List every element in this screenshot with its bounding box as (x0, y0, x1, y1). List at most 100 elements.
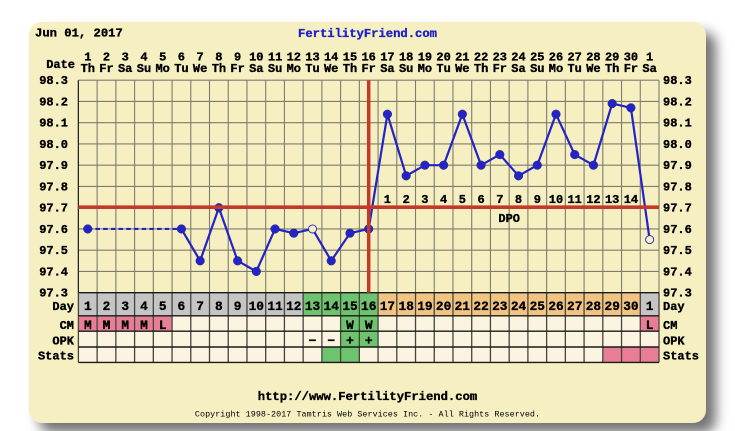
svg-text:97.6: 97.6 (39, 223, 68, 237)
svg-text:1: 1 (646, 299, 654, 314)
svg-text:14: 14 (324, 50, 338, 64)
svg-text:18: 18 (399, 50, 413, 64)
svg-text:97.8: 97.8 (663, 180, 692, 194)
svg-text:Sa: Sa (380, 62, 394, 76)
svg-text:We: We (324, 62, 338, 76)
svg-text:28: 28 (586, 50, 600, 64)
svg-text:Fr: Fr (230, 62, 244, 76)
svg-text:Sa: Sa (249, 62, 263, 76)
svg-text:1: 1 (84, 299, 92, 314)
svg-text:21: 21 (455, 299, 471, 314)
svg-text:M: M (121, 318, 129, 333)
svg-text:5: 5 (459, 193, 466, 207)
svg-text:13: 13 (305, 50, 319, 64)
svg-text:21: 21 (455, 50, 469, 64)
svg-text:W: W (365, 318, 373, 333)
svg-text:1: 1 (84, 50, 91, 64)
svg-text:We: We (193, 62, 207, 76)
svg-text:15: 15 (342, 299, 358, 314)
svg-text:M: M (103, 318, 111, 333)
svg-text:12: 12 (286, 299, 301, 314)
svg-text:97.5: 97.5 (663, 244, 692, 258)
svg-text:5: 5 (159, 299, 167, 314)
svg-text:8: 8 (215, 299, 223, 314)
svg-text:2: 2 (103, 50, 110, 64)
svg-text:97.4: 97.4 (663, 265, 692, 279)
svg-text:+: + (346, 333, 354, 348)
svg-text:98.2: 98.2 (39, 96, 68, 110)
svg-text:Sa: Sa (642, 62, 656, 76)
svg-text:11: 11 (567, 193, 581, 207)
svg-text:FertilityFriend.com: FertilityFriend.com (298, 27, 437, 41)
svg-text:97.7: 97.7 (663, 202, 692, 216)
svg-text:OPK: OPK (663, 334, 685, 348)
svg-text:Sa: Sa (511, 62, 525, 76)
svg-text:97.3: 97.3 (663, 287, 692, 301)
svg-text:L: L (159, 318, 167, 333)
svg-text:15: 15 (343, 50, 357, 64)
svg-text:9: 9 (534, 193, 541, 207)
svg-text:−: − (327, 333, 335, 348)
svg-text:OPK: OPK (52, 334, 74, 348)
svg-text:98.1: 98.1 (663, 117, 692, 131)
svg-text:14: 14 (324, 299, 340, 314)
svg-text:6: 6 (178, 299, 186, 314)
svg-text:97.5: 97.5 (39, 244, 68, 258)
svg-text:4: 4 (140, 299, 148, 314)
svg-text:−: − (309, 333, 317, 348)
svg-text:1: 1 (646, 50, 653, 64)
svg-text:6: 6 (178, 50, 185, 64)
svg-text:24: 24 (511, 299, 527, 314)
svg-text:29: 29 (605, 299, 620, 314)
svg-text:We: We (455, 62, 469, 76)
svg-text:1: 1 (384, 193, 391, 207)
svg-text:Stats: Stats (38, 349, 74, 363)
svg-text:We: We (586, 62, 600, 76)
svg-text:9: 9 (234, 299, 242, 314)
svg-text:12: 12 (586, 193, 600, 207)
svg-text:Tu: Tu (436, 62, 450, 76)
svg-text:W: W (346, 318, 354, 333)
svg-text:16: 16 (361, 50, 375, 64)
svg-text:Fr: Fr (624, 62, 638, 76)
svg-text:3: 3 (121, 299, 129, 314)
svg-text:Th: Th (343, 62, 357, 76)
svg-text:98.0: 98.0 (663, 138, 692, 152)
svg-text:27: 27 (567, 50, 581, 64)
svg-text:4: 4 (440, 193, 447, 207)
svg-text:11: 11 (268, 50, 282, 64)
svg-text:Day: Day (663, 300, 685, 314)
svg-text:2: 2 (403, 193, 410, 207)
svg-text:19: 19 (417, 299, 432, 314)
svg-text:14: 14 (624, 193, 638, 207)
svg-text:Su: Su (530, 62, 544, 76)
svg-text:CM: CM (663, 319, 677, 333)
svg-text:22: 22 (473, 299, 488, 314)
svg-text:Su: Su (399, 62, 413, 76)
svg-text:22: 22 (474, 50, 488, 64)
svg-text:30: 30 (623, 299, 638, 314)
svg-text:CM: CM (60, 319, 74, 333)
svg-text:Date: Date (46, 58, 75, 72)
svg-text:L: L (646, 318, 654, 333)
svg-text:7: 7 (196, 299, 204, 314)
svg-text:Jun 01, 2017: Jun 01, 2017 (35, 27, 123, 41)
svg-text:8: 8 (215, 50, 222, 64)
svg-text:Mo: Mo (418, 62, 432, 76)
svg-text:98.2: 98.2 (663, 96, 692, 110)
svg-text:10: 10 (249, 299, 264, 314)
svg-text:Day: Day (52, 300, 74, 314)
svg-text:http://www.FertilityFriend.com: http://www.FertilityFriend.com (258, 390, 477, 404)
svg-text:Mo: Mo (287, 62, 301, 76)
svg-text:97.9: 97.9 (39, 159, 68, 173)
svg-text:20: 20 (436, 299, 451, 314)
svg-text:M: M (140, 318, 148, 333)
svg-text:10: 10 (249, 50, 263, 64)
svg-text:25: 25 (530, 50, 544, 64)
svg-text:Fr: Fr (99, 62, 113, 76)
svg-text:30: 30 (624, 50, 638, 64)
svg-text:8: 8 (515, 193, 522, 207)
svg-text:9: 9 (234, 50, 241, 64)
svg-text:M: M (84, 318, 92, 333)
svg-text:98.1: 98.1 (39, 117, 68, 131)
